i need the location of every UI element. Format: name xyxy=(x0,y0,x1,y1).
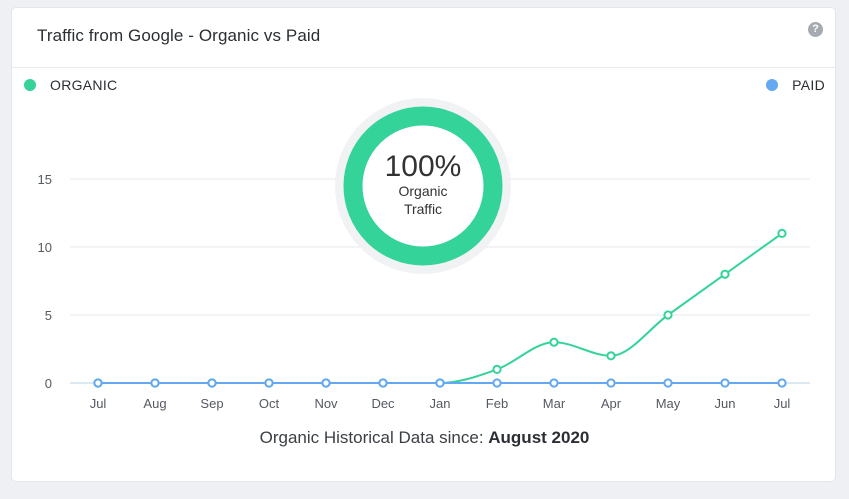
y-tick-label-0: 0 xyxy=(45,376,52,391)
paid-point-6 xyxy=(435,378,445,388)
organic-point-8 xyxy=(549,337,559,347)
paid-point-5 xyxy=(378,378,388,388)
x-tick-label-0: Jul xyxy=(90,396,107,411)
x-tick-label-5: Dec xyxy=(371,396,395,411)
y-tick-label-15: 15 xyxy=(38,172,52,187)
organic-legend-dot xyxy=(24,79,36,91)
paid-point-2 xyxy=(207,378,217,388)
y-tick-label-10: 10 xyxy=(38,240,52,255)
x-tick-label-9: Apr xyxy=(601,396,622,411)
legend-paid-label: PAID xyxy=(792,77,825,93)
paid-point-9 xyxy=(606,378,616,388)
paid-point-0 xyxy=(93,378,103,388)
question-circle-icon[interactable]: ? xyxy=(808,22,823,37)
historical-note: Organic Historical Data since: August 20… xyxy=(0,428,849,448)
x-tick-label-1: Aug xyxy=(143,396,166,411)
x-tick-label-6: Jan xyxy=(430,396,451,411)
paid-point-1 xyxy=(150,378,160,388)
paid-point-7 xyxy=(492,378,502,388)
paid-legend-dot xyxy=(766,79,779,91)
paid-point-3 xyxy=(264,378,274,388)
paid-point-12 xyxy=(777,378,787,388)
y-tick-label-5: 5 xyxy=(45,308,52,323)
x-tick-label-8: Mar xyxy=(543,396,566,411)
organic-point-7 xyxy=(492,364,502,374)
legend-organic-label: ORGANIC xyxy=(50,77,118,93)
donut-line2: Traffic xyxy=(404,201,442,217)
x-tick-label-4: Nov xyxy=(314,396,338,411)
paid-point-10 xyxy=(663,378,673,388)
card-header: Traffic from Google - Organic vs Paid ? xyxy=(12,8,835,68)
donut-line1: Organic xyxy=(398,183,447,199)
x-tick-label-10: May xyxy=(656,396,681,411)
legend-paid[interactable]: PAID xyxy=(766,77,825,93)
x-tick-label-3: Oct xyxy=(259,396,280,411)
donut-ring xyxy=(343,106,503,266)
donut-percent: 100% xyxy=(385,150,462,183)
organic-point-9 xyxy=(606,351,616,361)
legend-organic[interactable]: ORGANIC xyxy=(24,77,117,93)
historical-note-prefix: Organic Historical Data since: xyxy=(259,428,489,447)
organic-point-10 xyxy=(663,310,673,320)
organic-share-donut: 100% Organic Traffic xyxy=(335,98,511,274)
x-tick-label-11: Jun xyxy=(715,396,736,411)
paid-point-4 xyxy=(321,378,331,388)
organic-point-11 xyxy=(720,269,730,279)
paid-point-11 xyxy=(720,378,730,388)
historical-note-date: August 2020 xyxy=(488,428,590,447)
x-tick-label-7: Feb xyxy=(486,396,508,411)
card-title: Traffic from Google - Organic vs Paid xyxy=(37,26,321,45)
organic-point-12 xyxy=(777,228,787,238)
x-tick-label-2: Sep xyxy=(200,396,223,411)
x-tick-label-12: Jul xyxy=(774,396,791,411)
paid-point-8 xyxy=(549,378,559,388)
